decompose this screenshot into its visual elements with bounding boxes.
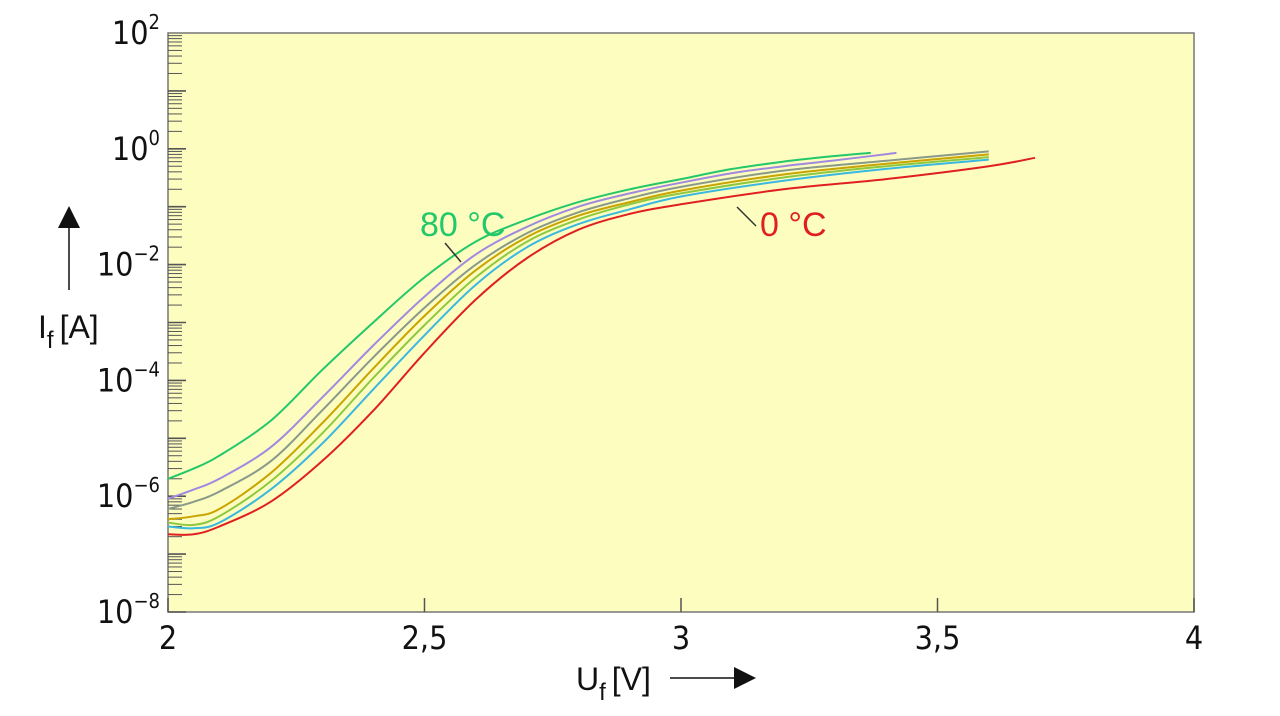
x-axis-unit: [V] — [612, 661, 651, 697]
series-line-2 — [167, 151, 897, 500]
y-axis-title: If [A] — [38, 206, 99, 354]
y-tick-label: 10−2 — [97, 242, 160, 284]
y-tick-labels: 102 100 10−2 10−4 10−6 10−8 — [97, 10, 160, 631]
y-tick-label: 10−4 — [97, 357, 160, 399]
x-tick-label: 2 — [159, 619, 177, 657]
series-line-5 — [167, 156, 989, 527]
plot-area — [167, 32, 1195, 613]
y-axis-unit: [A] — [60, 309, 99, 345]
series-line-1 — [167, 151, 871, 480]
svg-text:Uf[V]: Uf [V] — [576, 661, 651, 706]
x-ticks — [167, 598, 1195, 612]
x-axis-title: Uf [V] — [576, 661, 756, 706]
x-tick-label: 4 — [1185, 619, 1203, 657]
x-tick-label: 2,5 — [402, 619, 448, 657]
x-axis-subscript: f — [599, 679, 606, 706]
series-group — [167, 150, 1036, 536]
series-line-7 — [167, 156, 1036, 536]
series-line-4 — [167, 153, 989, 521]
svg-text:If[A]: If [A] — [38, 309, 99, 354]
series-line-3 — [167, 150, 989, 510]
annotation-0c-leader — [736, 206, 757, 227]
y-axis-symbol: I — [38, 309, 47, 345]
annotation-0c-label: 0 °C — [760, 206, 827, 244]
x-tick-label: 3,5 — [915, 619, 961, 657]
y-tick-label: 10−6 — [97, 473, 160, 515]
x-axis-arrow-head — [734, 667, 756, 689]
x-tick-labels: 2 2,5 3 3,5 4 — [159, 619, 1203, 657]
annotation-0c: 0 °C — [736, 206, 827, 244]
series-line-6 — [167, 158, 989, 530]
y-axis-arrow-head — [58, 206, 80, 228]
x-axis-symbol: U — [576, 661, 599, 697]
annotation-80c: 80 °C — [420, 206, 505, 263]
annotation-80c-leader — [444, 242, 462, 263]
y-tick-label: 100 — [112, 126, 160, 168]
y-tick-label: 10−8 — [97, 589, 160, 631]
y-tick-label: 102 — [112, 10, 160, 52]
y-axis-subscript: f — [47, 327, 54, 354]
annotation-80c-label: 80 °C — [420, 206, 505, 244]
x-tick-label: 3 — [672, 619, 690, 657]
